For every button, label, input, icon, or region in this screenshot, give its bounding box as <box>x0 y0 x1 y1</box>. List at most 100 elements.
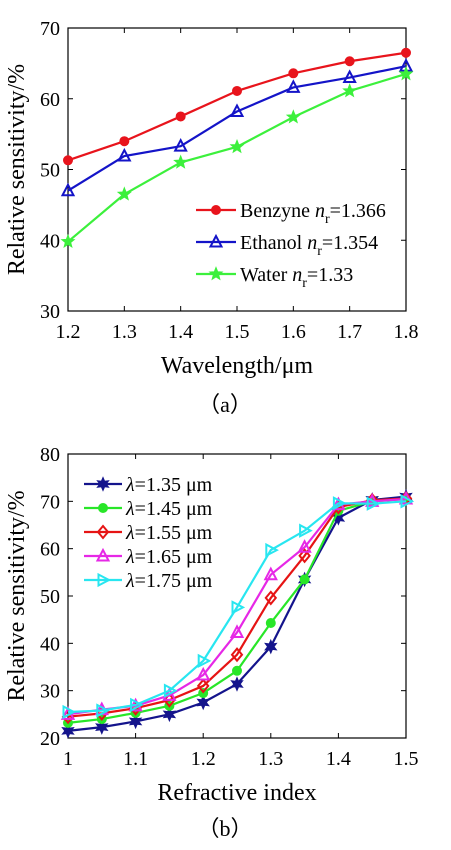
b-legend-marker-2 <box>98 503 108 513</box>
b-x-tick-label: 1.2 <box>191 748 216 770</box>
b-series-4-point <box>263 566 278 581</box>
b-series-2-point <box>265 617 276 628</box>
a-x-tick-label: 1.4 <box>168 321 193 343</box>
b-legend-label-2: λ=1.45 μm <box>125 498 213 520</box>
a-y-tick-label: 40 <box>40 230 60 252</box>
b-series-1-point <box>128 713 143 730</box>
a-series-1-point <box>232 85 242 96</box>
a-y-tick-label: 70 <box>40 18 60 40</box>
a-series-1-point <box>288 68 299 79</box>
a-x-tick-label: 1.3 <box>112 321 137 343</box>
b-series-3-point <box>264 590 278 606</box>
b-x-tick-label: 1.3 <box>258 748 283 770</box>
b-legend-marker-3 <box>96 524 110 540</box>
b-legend-label-5: λ=1.75 μm <box>125 570 213 592</box>
b-y-tick-label: 60 <box>40 539 60 561</box>
a-plot-frame <box>67 27 407 312</box>
b-legend-label-3: λ=1.55 μm <box>125 522 213 544</box>
b-legend-label-4: λ=1.65 μm <box>125 546 213 568</box>
a-series-3-point <box>229 138 245 154</box>
chart-b-refractive-index: 1 1.1 1.2 1.3 1.4 1.5 20 30 40 50 60 70 80 Refractive… <box>4 444 419 841</box>
b-series-5-point <box>400 494 415 509</box>
a-series-3-point <box>342 83 358 98</box>
a-series-1-point <box>119 136 130 147</box>
b-series-5-point <box>231 600 246 615</box>
b-series-5-point <box>163 683 178 698</box>
a-x-axis-label: Wavelength/μm <box>161 353 314 379</box>
b-series-3-point <box>230 647 244 663</box>
b-legend-marker-5 <box>97 572 112 588</box>
b-legend-marker-1 <box>96 476 110 492</box>
a-y-tick-label: 50 <box>40 160 60 182</box>
a-x-tick-label: 1.6 <box>281 321 306 343</box>
b-series-5-point <box>299 523 313 538</box>
a-legend-label-3: Water nr=1.33 <box>240 264 353 291</box>
b-x-tick-label: 1 <box>63 748 73 770</box>
b-x-tick-label: 1.4 <box>326 748 351 770</box>
a-x-tick-label: 1.5 <box>225 321 250 343</box>
b-series-4-point <box>297 539 312 553</box>
a-x-tick-label: 1.2 <box>56 321 81 343</box>
b-y-axis-label: Relative sensitivity/% <box>4 490 30 701</box>
a-series-2-point <box>286 79 301 93</box>
b-series-1-point <box>95 719 109 735</box>
b-y-tick-label: 20 <box>40 728 60 750</box>
a-series-2-point <box>342 69 357 84</box>
b-series-4-point <box>196 666 211 681</box>
b-series-1-point <box>230 676 244 692</box>
b-series-1-point <box>162 706 177 723</box>
a-series-3-point <box>173 154 189 169</box>
b-x-axis-label: Refractive index <box>157 780 316 806</box>
a-series-1-point <box>401 47 411 58</box>
b-y-tick-label: 30 <box>40 681 60 703</box>
b-y-tick-label: 50 <box>40 586 60 608</box>
a-y-axis-label: Relative sensitivity/% <box>4 64 30 275</box>
b-y-tick-label: 40 <box>40 633 60 655</box>
b-series-2-point <box>299 574 310 585</box>
b-legend-marker-4 <box>95 547 111 562</box>
b-series-5-point <box>96 703 110 718</box>
a-series-3-point <box>285 109 301 124</box>
b-x-tick-label: 1.5 <box>394 748 419 770</box>
chart-a-wavelength: 1.2 1.3 1.4 1.5 1.6 1.7 1.8 30 40 50 60 70 Wavelengt… <box>4 18 419 417</box>
b-series-5-point <box>197 653 212 668</box>
a-legend-marker-3 <box>208 266 224 281</box>
a-series-3-point <box>60 233 76 249</box>
a-y-tick-label: 60 <box>40 89 60 111</box>
a-legend-marker-1 <box>211 205 221 215</box>
b-series-line-5 <box>67 500 407 714</box>
b-series-5-point <box>130 697 144 713</box>
a-series-2-point <box>60 182 76 197</box>
a-series-line-2 <box>67 65 407 192</box>
b-series-1-point <box>196 694 210 711</box>
a-series-1-point <box>175 111 186 122</box>
a-caption: （a） <box>198 392 252 417</box>
b-series-1-point <box>264 638 278 655</box>
a-x-tick-label: 1.8 <box>394 321 419 343</box>
b-x-tick-label: 1.1 <box>123 748 148 770</box>
b-y-tick-label: 70 <box>40 491 60 513</box>
b-series-4-point <box>229 624 245 638</box>
a-series-2-point <box>229 103 245 117</box>
b-series-1-point <box>61 723 75 739</box>
b-series-line-3 <box>67 497 407 718</box>
b-series-3-point <box>163 692 176 708</box>
a-series-3-point <box>116 186 132 201</box>
b-series-5-point <box>62 704 77 720</box>
a-series-2-point <box>173 137 188 152</box>
a-series-1-point <box>63 155 73 166</box>
a-series-1-point <box>344 56 355 67</box>
b-series-5-point <box>366 496 381 511</box>
b-caption: （b） <box>197 816 252 841</box>
a-legend-label-2: Ethanol nr=1.354 <box>240 232 378 259</box>
b-legend-label-1: λ=1.35 μm <box>125 474 213 496</box>
b-series-2-point <box>232 665 242 676</box>
b-series-5-point <box>265 542 279 558</box>
b-series-3-point <box>196 678 210 694</box>
b-series-3-point <box>298 548 311 564</box>
b-series-5-point <box>332 496 347 511</box>
a-series-3-point <box>398 66 414 81</box>
a-legend-label-1: Benzyne nr=1.366 <box>240 200 386 227</box>
a-x-tick-label: 1.7 <box>337 321 362 343</box>
